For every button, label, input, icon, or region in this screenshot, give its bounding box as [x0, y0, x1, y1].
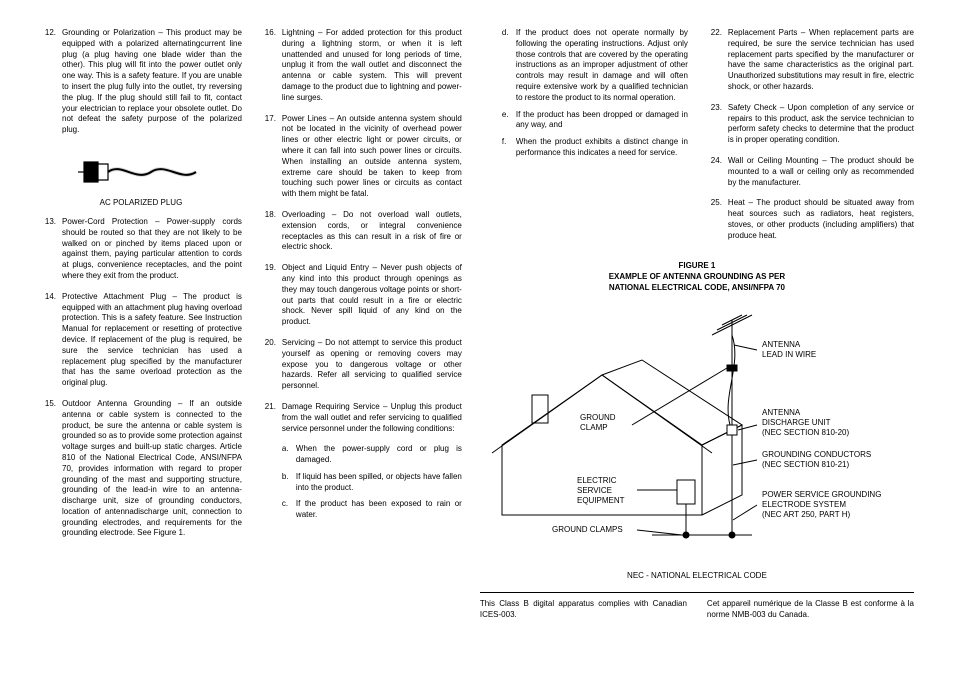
item-16: 16.Lightning – For added protection for … — [260, 28, 462, 104]
svg-text:(NEC ART 250, PART H): (NEC ART 250, PART H) — [762, 510, 851, 519]
svg-text:GROUND CLAMPS: GROUND CLAMPS — [552, 525, 623, 534]
item-number: 14. — [40, 292, 62, 389]
sub-e: e.If the product has been dropped or dam… — [480, 110, 688, 132]
sub-c: c.If the product has been exposed to rai… — [260, 499, 462, 521]
item-24: 24.Wall or Ceiling Mounting – The produc… — [706, 156, 914, 188]
sub-d: d.If the product does not operate normal… — [480, 28, 688, 104]
column-1: 12. Grounding or Polarization – This pro… — [40, 28, 242, 647]
sub-b: b.If liquid has been spilled, or objects… — [260, 472, 462, 494]
item-22: 22.Replacement Parts – When replacement … — [706, 28, 914, 93]
figure-title: FIGURE 1 EXAMPLE OF ANTENNA GROUNDING AS… — [480, 260, 914, 294]
svg-text:GROUND: GROUND — [580, 413, 616, 422]
item-number: 13. — [40, 217, 62, 282]
sub-f: f.When the product exhibits a distinct c… — [480, 137, 688, 159]
svg-text:GROUNDING CONDUCTORS: GROUNDING CONDUCTORS — [762, 450, 871, 459]
item-number: 12. — [40, 28, 62, 136]
svg-text:ANTENNA: ANTENNA — [762, 340, 801, 349]
svg-text:ANTENNA: ANTENNA — [762, 408, 801, 417]
item-text: Outdoor Antenna Grounding – If an outsid… — [62, 399, 242, 539]
svg-text:EQUIPMENT: EQUIPMENT — [577, 496, 625, 505]
item-25: 25.Heat – The product should be situated… — [706, 198, 914, 241]
item-13: 13. Power-Cord Protection – Power-supply… — [40, 217, 242, 282]
sub-a: a.When the power-supply cord or plug is … — [260, 444, 462, 466]
item-15: 15. Outdoor Antenna Grounding – If an ou… — [40, 399, 242, 539]
item-19: 19.Object and Liquid Entry – Never push … — [260, 263, 462, 328]
svg-text:ELECTRIC: ELECTRIC — [577, 476, 617, 485]
svg-text:DISCHARGE UNIT: DISCHARGE UNIT — [762, 418, 831, 427]
item-18: 18.Overloading – Do not overload wall ou… — [260, 210, 462, 253]
svg-text:(NEC SECTION 810-20): (NEC SECTION 810-20) — [762, 428, 849, 437]
compliance-note: This Class B digital apparatus complies … — [480, 592, 914, 620]
item-14: 14. Protective Attachment Plug – The pro… — [40, 292, 242, 389]
item-17: 17.Power Lines – An outside antenna syst… — [260, 114, 462, 200]
item-21: 21.Damage Requiring Service – Unplug thi… — [260, 402, 462, 434]
svg-text:LEAD IN WIRE: LEAD IN WIRE — [762, 350, 816, 359]
svg-text:CLAMP: CLAMP — [580, 423, 608, 432]
plug-illustration — [76, 152, 206, 192]
item-text: Grounding or Polarization – This product… — [62, 28, 242, 136]
item-23: 23.Safety Check – Upon completion of any… — [706, 103, 914, 146]
column-2: 16.Lightning – For added protection for … — [260, 28, 462, 647]
grounding-diagram: GROUND CLAMP ELECTRIC SERVICE EQUIPMENT … — [482, 305, 912, 565]
nec-caption: NEC - NATIONAL ELECTRICAL CODE — [480, 571, 914, 580]
column-4: 22.Replacement Parts – When replacement … — [706, 28, 914, 252]
item-12: 12. Grounding or Polarization – This pro… — [40, 28, 242, 136]
compliance-en: This Class B digital apparatus complies … — [480, 599, 687, 620]
item-20: 20.Servicing – Do not attempt to service… — [260, 338, 462, 392]
item-number: 15. — [40, 399, 62, 539]
svg-text:ELECTRODE SYSTEM: ELECTRODE SYSTEM — [762, 500, 846, 509]
item-text: Power-Cord Protection – Power-supply cor… — [62, 217, 242, 282]
svg-text:SERVICE: SERVICE — [577, 486, 612, 495]
plug-caption: AC POLARIZED PLUG — [40, 198, 242, 207]
column-3: d.If the product does not operate normal… — [480, 28, 688, 252]
svg-text:(NEC SECTION 810-21): (NEC SECTION 810-21) — [762, 460, 849, 469]
item-text: Protective Attachment Plug – The product… — [62, 292, 242, 389]
compliance-fr: Cet appareil numérique de la Classe B es… — [707, 599, 914, 620]
svg-text:POWER SERVICE GROUNDING: POWER SERVICE GROUNDING — [762, 490, 881, 499]
right-block: d.If the product does not operate normal… — [480, 28, 914, 647]
